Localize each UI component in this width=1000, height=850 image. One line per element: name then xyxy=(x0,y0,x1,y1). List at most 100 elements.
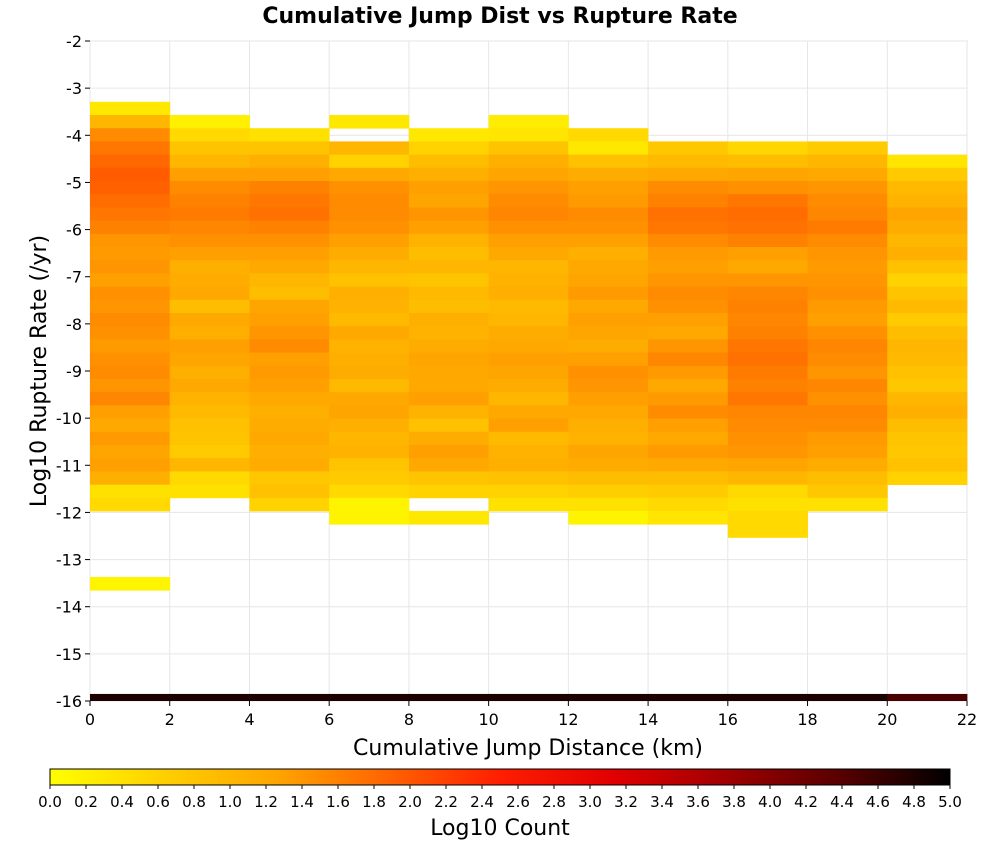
heatmap-cell xyxy=(887,220,968,235)
heatmap-cell xyxy=(408,445,490,459)
colorbar-tick-label: 4.2 xyxy=(794,793,818,811)
colorbar-tick-label: 4.6 xyxy=(866,793,890,811)
heatmap-cell xyxy=(408,352,490,367)
heatmap-cell xyxy=(249,167,330,182)
heatmap-cell xyxy=(648,141,729,156)
x-tick-label: 6 xyxy=(324,710,334,729)
heatmap-cell xyxy=(249,418,330,433)
heatmap-cell xyxy=(169,141,250,156)
heatmap-cell xyxy=(727,260,808,274)
heatmap-cell xyxy=(568,693,649,701)
heatmap-cell xyxy=(568,365,649,380)
heatmap-cell xyxy=(807,484,888,499)
heatmap-cell xyxy=(727,392,808,406)
heatmap-cell xyxy=(408,392,490,406)
heatmap-cell xyxy=(169,484,250,499)
colorbar-ticks: 0.0 0.2 0.4 0.6 0.8 1.0 1.2 1.4 1.6 1.8 2.0 2.2 2.4 2… xyxy=(38,785,962,811)
y-tick-label: -4 xyxy=(66,126,82,145)
heatmap-cell xyxy=(329,154,410,169)
heatmap-cell xyxy=(488,115,569,129)
heatmap-cell xyxy=(807,286,888,301)
colorbar-tick-label: 1.2 xyxy=(254,793,278,811)
heatmap-cell xyxy=(329,233,410,248)
heatmap-cell xyxy=(90,260,171,274)
heatmap-cell xyxy=(90,101,171,116)
heatmap-cell xyxy=(727,141,808,156)
heatmap-cell xyxy=(249,247,330,261)
heatmap-cell xyxy=(807,339,888,354)
heatmap-cell xyxy=(329,299,410,314)
heatmap-cell xyxy=(727,273,808,288)
heatmap-cell xyxy=(727,484,808,499)
heatmap-cell xyxy=(648,418,729,433)
heatmap-cell xyxy=(648,379,729,393)
heatmap-cell xyxy=(488,431,569,446)
colorbar-tick-label: 3.8 xyxy=(722,793,746,811)
heatmap-cell xyxy=(807,299,888,314)
heatmap-cell xyxy=(90,247,171,261)
heatmap-cell xyxy=(488,181,569,195)
heatmap-cell xyxy=(887,693,968,701)
heatmap-cell xyxy=(807,405,888,420)
heatmap-cell xyxy=(807,273,888,288)
heatmap-cell xyxy=(887,365,968,380)
heatmap-cell xyxy=(648,471,729,486)
heatmap-cell xyxy=(568,260,649,274)
heatmap-cell xyxy=(648,299,729,314)
heatmap-cell xyxy=(90,352,171,367)
colorbar-tick-label: 1.0 xyxy=(218,793,242,811)
heatmap-cell xyxy=(648,392,729,406)
heatmap-cell xyxy=(648,326,729,340)
heatmap-cell xyxy=(90,141,171,156)
heatmap-cell xyxy=(249,154,330,169)
heatmap-cell xyxy=(169,299,250,314)
heatmap-cell xyxy=(90,299,171,314)
heatmap-cell xyxy=(329,167,410,182)
colorbar-tick-label: 3.0 xyxy=(578,793,602,811)
heatmap-cell xyxy=(488,194,569,208)
heatmap-cell xyxy=(568,167,649,182)
heatmap-cell xyxy=(727,365,808,380)
x-tick-label: 0 xyxy=(85,710,95,729)
heatmap-cell xyxy=(807,260,888,274)
colorbar-tick-label: 5.0 xyxy=(938,793,962,811)
heatmap-cell xyxy=(727,418,808,433)
heatmap-cell xyxy=(488,339,569,354)
heatmap-cell xyxy=(648,260,729,274)
heatmap-cell xyxy=(727,352,808,367)
heatmap-cell xyxy=(169,379,250,393)
heatmap-cell xyxy=(169,181,250,195)
heatmap-cell xyxy=(807,365,888,380)
heatmap-cell xyxy=(169,365,250,380)
heatmap-cell xyxy=(568,286,649,301)
heatmap-cell xyxy=(249,339,330,354)
heatmap-cell xyxy=(887,299,968,314)
heatmap-cell xyxy=(807,458,888,472)
heatmap-cell xyxy=(488,128,569,142)
x-axis-label: Cumulative Jump Distance (km) xyxy=(353,736,703,761)
heatmap-cell xyxy=(329,181,410,195)
heatmap-cell xyxy=(488,405,569,420)
heatmap-cell xyxy=(169,352,250,367)
heatmap-cell xyxy=(887,431,968,446)
heatmap-cell xyxy=(887,167,968,182)
heatmap-cell xyxy=(249,141,330,156)
heatmap-cell xyxy=(568,313,649,327)
heatmap-cell xyxy=(169,405,250,420)
heatmap-cell xyxy=(568,181,649,195)
heatmap-cell xyxy=(329,247,410,261)
heatmap-cell xyxy=(90,313,171,327)
heatmap-cell xyxy=(408,233,490,248)
x-tick-label: 22 xyxy=(957,710,977,729)
x-tick-label: 18 xyxy=(797,710,817,729)
heatmap-cell xyxy=(807,167,888,182)
heatmap-cell xyxy=(169,339,250,354)
heatmap-cell xyxy=(90,181,171,195)
heatmap-cell xyxy=(648,484,729,499)
y-tick-label: -8 xyxy=(66,315,82,334)
heatmap-cell xyxy=(727,405,808,420)
heatmap-cell xyxy=(648,154,729,169)
heatmap-cell xyxy=(329,339,410,354)
heatmap-cell xyxy=(648,431,729,446)
